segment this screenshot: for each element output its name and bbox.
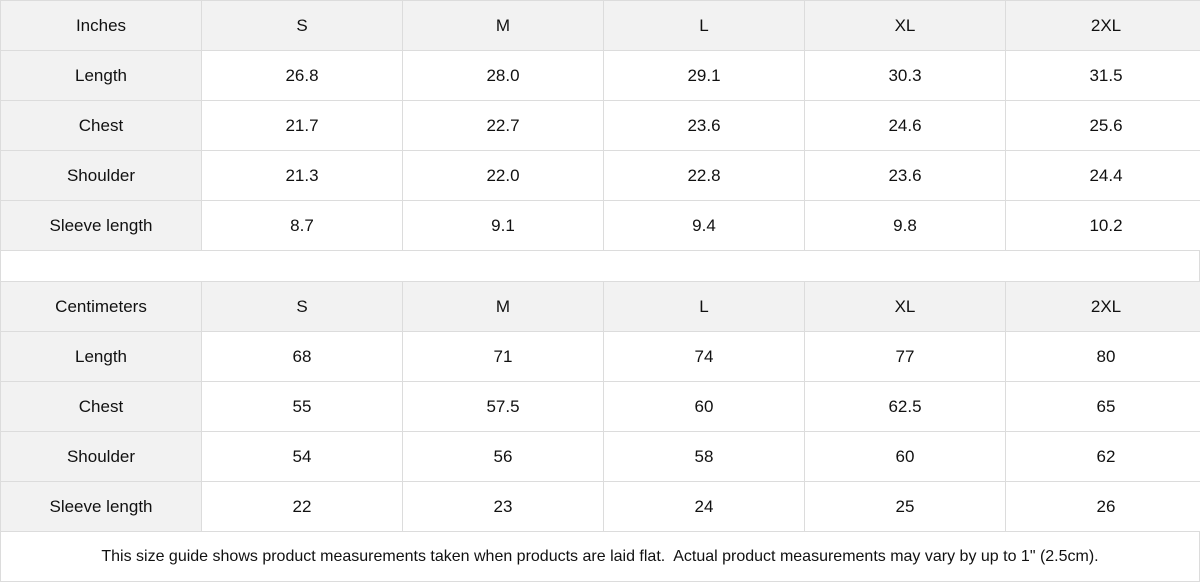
measurement-cell: 23.6	[604, 101, 805, 151]
measurement-cell: 68	[202, 332, 403, 382]
measurement-cell: 62	[1006, 432, 1200, 482]
measurement-cell: 9.8	[805, 201, 1006, 251]
measurement-cell: 60	[805, 432, 1006, 482]
measurement-cell: 22.8	[604, 151, 805, 201]
measurement-cell: 29.1	[604, 51, 805, 101]
measurement-cell: 22.0	[403, 151, 604, 201]
measurement-cell: 8.7	[202, 201, 403, 251]
size-header: S	[202, 282, 403, 332]
size-header: XL	[805, 1, 1006, 51]
measurement-cell: 26.8	[202, 51, 403, 101]
row-label: Shoulder	[1, 432, 202, 482]
measurement-cell: 58	[604, 432, 805, 482]
measurement-cell: 71	[403, 332, 604, 382]
size-header: M	[403, 1, 604, 51]
measurement-cell: 10.2	[1006, 201, 1200, 251]
measurement-cell: 65	[1006, 382, 1200, 432]
measurement-cell: 30.3	[805, 51, 1006, 101]
measurement-cell: 9.1	[403, 201, 604, 251]
measurement-cell: 21.7	[202, 101, 403, 151]
row-label: Length	[1, 332, 202, 382]
row-label: Sleeve length	[1, 201, 202, 251]
size-header: 2XL	[1006, 1, 1200, 51]
size-header: S	[202, 1, 403, 51]
row-label: Chest	[1, 101, 202, 151]
measurement-cell: 62.5	[805, 382, 1006, 432]
size-header: L	[604, 282, 805, 332]
measurement-cell: 24	[604, 482, 805, 532]
measurement-cell: 28.0	[403, 51, 604, 101]
measurement-cell: 25.6	[1006, 101, 1200, 151]
measurement-cell: 60	[604, 382, 805, 432]
measurement-cell: 26	[1006, 482, 1200, 532]
unit-header: Centimeters	[1, 282, 202, 332]
measurement-cell: 25	[805, 482, 1006, 532]
measurement-cell: 57.5	[403, 382, 604, 432]
row-label: Shoulder	[1, 151, 202, 201]
measurement-note: This size guide shows product measuremen…	[0, 532, 1200, 582]
measurement-cell: 22	[202, 482, 403, 532]
size-header: 2XL	[1006, 282, 1200, 332]
measurement-cell: 24.6	[805, 101, 1006, 151]
size-header: L	[604, 1, 805, 51]
size-header: M	[403, 282, 604, 332]
measurement-cell: 31.5	[1006, 51, 1200, 101]
measurement-cell: 9.4	[604, 201, 805, 251]
measurement-cell: 74	[604, 332, 805, 382]
measurement-cell: 80	[1006, 332, 1200, 382]
row-label: Length	[1, 51, 202, 101]
measurement-cell: 22.7	[403, 101, 604, 151]
row-label: Chest	[1, 382, 202, 432]
size-header: XL	[805, 282, 1006, 332]
measurement-cell: 24.4	[1006, 151, 1200, 201]
table-spacer	[0, 251, 1200, 281]
row-label: Sleeve length	[1, 482, 202, 532]
measurement-cell: 77	[805, 332, 1006, 382]
measurement-cell: 21.3	[202, 151, 403, 201]
measurement-cell: 23	[403, 482, 604, 532]
measurement-cell: 55	[202, 382, 403, 432]
measurement-cell: 54	[202, 432, 403, 482]
measurement-cell: 23.6	[805, 151, 1006, 201]
unit-header: Inches	[1, 1, 202, 51]
measurement-cell: 56	[403, 432, 604, 482]
